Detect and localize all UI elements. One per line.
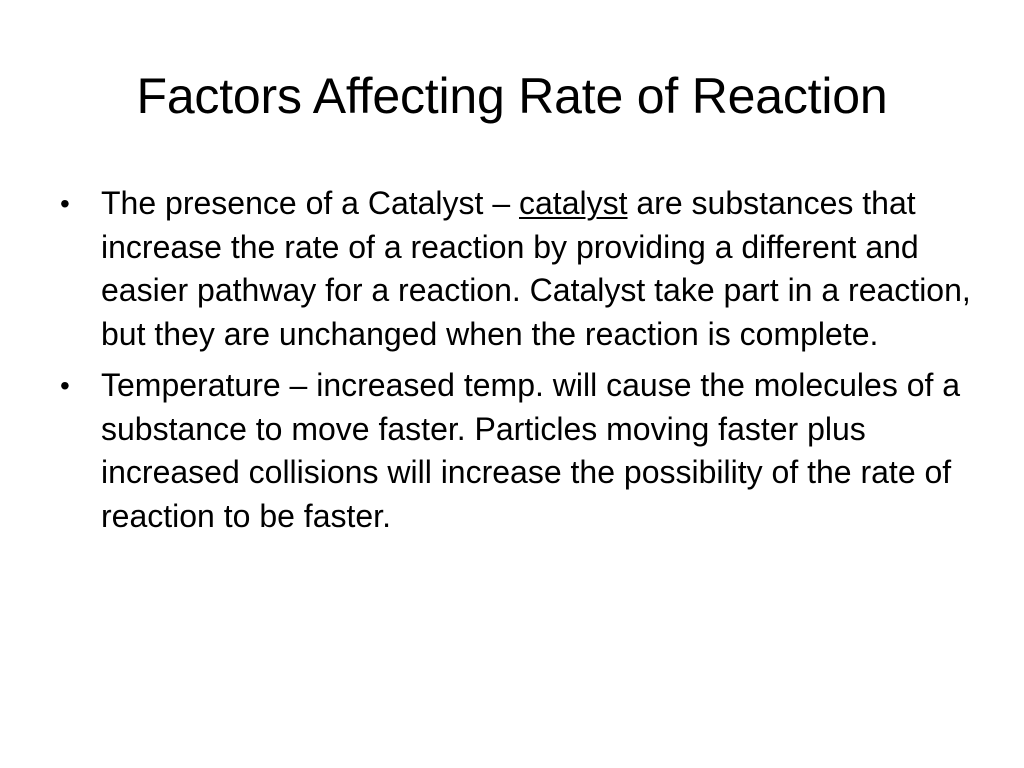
slide-title: Factors Affecting Rate of Reaction [136,68,888,124]
bullet-list: • The presence of a Catalyst – catalyst a… [56,182,976,546]
bullet-item-temperature: • Temperature – increased temp. will caus… [56,364,976,538]
bullet-text-before: The presence of a Catalyst – [101,185,519,221]
bullet-item-catalyst: • The presence of a Catalyst – catalyst a… [56,182,976,356]
bullet-marker: • [60,370,70,401]
bullet-marker: • [60,188,70,219]
bullet-text-after: are substances that increase the rate of… [101,185,971,352]
catalyst-underlined-term: catalyst [519,185,628,221]
bullet-text: Temperature – increased temp. will cause… [101,367,961,534]
